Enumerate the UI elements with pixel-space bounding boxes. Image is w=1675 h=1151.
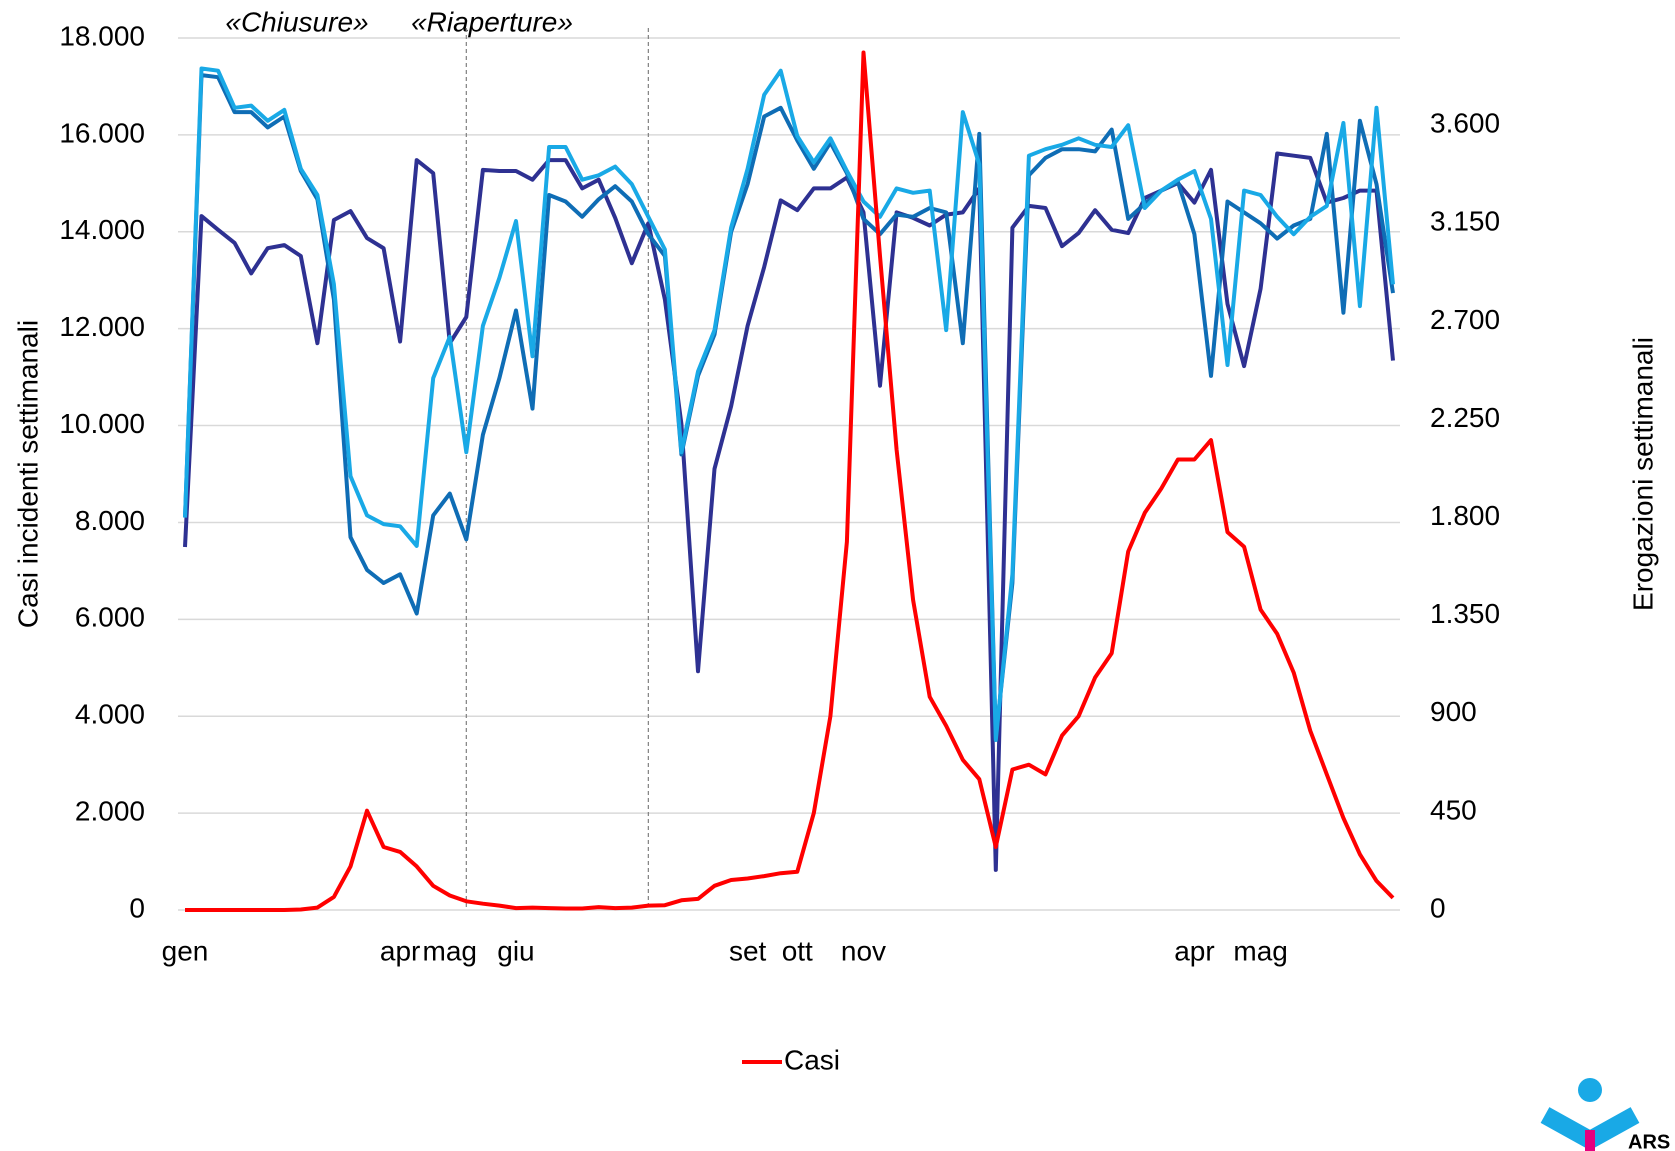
y-tick-label: 6.000 bbox=[75, 602, 145, 633]
y-tick-label: 12.000 bbox=[59, 311, 145, 342]
y2-tick-label: 2.250 bbox=[1430, 402, 1500, 433]
y-tick-label: 8.000 bbox=[75, 505, 145, 536]
legend-label: Casi bbox=[784, 1044, 840, 1075]
y2-tick-label: 1.800 bbox=[1430, 500, 1500, 531]
x-tick-label: mag bbox=[423, 935, 477, 966]
x-tick-label: apr bbox=[1174, 935, 1214, 966]
series-line bbox=[185, 50, 1395, 912]
y2-tick-label: 0 bbox=[1430, 892, 1446, 923]
series-line bbox=[183, 151, 1395, 872]
x-tick-label: mag bbox=[1233, 935, 1287, 966]
x-tick-label: gen bbox=[162, 935, 209, 966]
x-tick-label: apr bbox=[380, 935, 420, 966]
x-tick-label: giu bbox=[497, 935, 534, 966]
y-axis-label: Casi incidenti settimanali bbox=[12, 320, 43, 628]
y-tick-label: 14.000 bbox=[59, 214, 145, 245]
series-line bbox=[183, 66, 1395, 742]
logo: ARS bbox=[1540, 1078, 1670, 1151]
x-tick-label: nov bbox=[841, 935, 886, 966]
y2-tick-label: 2.700 bbox=[1430, 304, 1500, 335]
x-tick-label: ott bbox=[782, 935, 813, 966]
y-tick-label: 0 bbox=[129, 892, 145, 923]
y-tick-label: 16.000 bbox=[59, 117, 145, 148]
y2-tick-label: 3.150 bbox=[1430, 206, 1500, 237]
logo-text: ARS bbox=[1628, 1131, 1670, 1151]
y-tick-label: 2.000 bbox=[75, 796, 145, 827]
logo-dot bbox=[1578, 1078, 1602, 1102]
y2-tick-label: 450 bbox=[1430, 794, 1477, 825]
y2-tick-label: 900 bbox=[1430, 696, 1477, 727]
y2-axis-label: Erogazioni settimanali bbox=[1627, 337, 1658, 611]
x-tick-label: set bbox=[729, 935, 767, 966]
series-line bbox=[183, 73, 1395, 740]
y-tick-label: 18.000 bbox=[59, 20, 145, 51]
y-tick-label: 10.000 bbox=[59, 408, 145, 439]
y-tick-label: 4.000 bbox=[75, 699, 145, 730]
y2-tick-label: 3.600 bbox=[1430, 108, 1500, 139]
annotation: «Riaperture» bbox=[411, 6, 573, 37]
y2-tick-label: 1.350 bbox=[1430, 598, 1500, 629]
annotation: «Chiusure» bbox=[225, 6, 368, 37]
